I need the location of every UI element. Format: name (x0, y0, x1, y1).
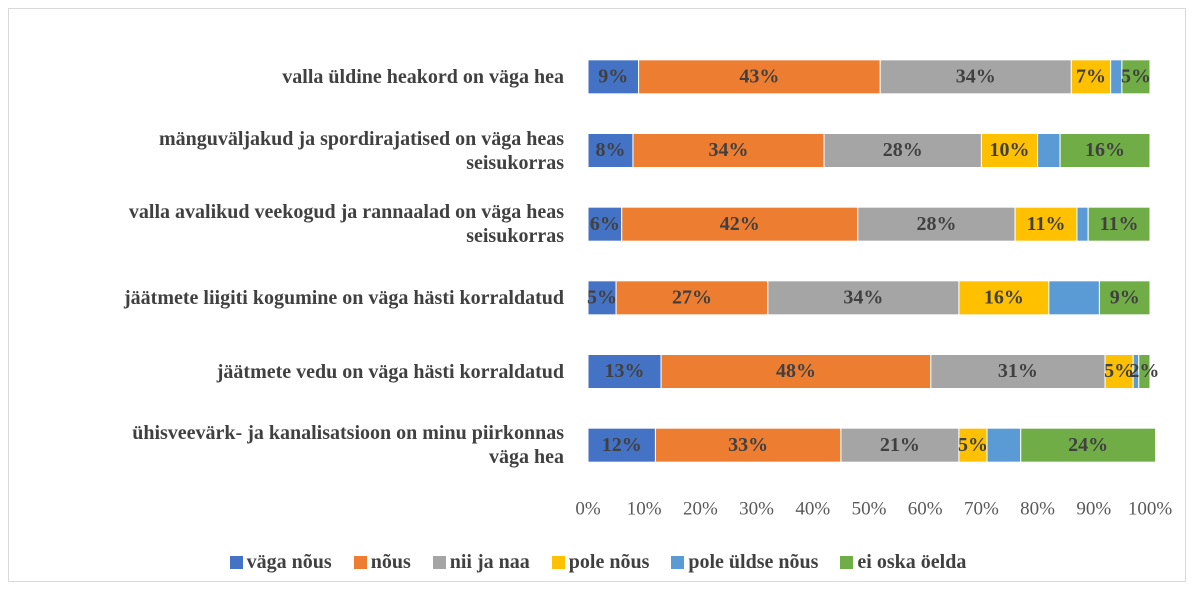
x-tick-label: 80% (1020, 498, 1055, 519)
data-label: 5% (1121, 65, 1151, 87)
data-label: 10% (990, 139, 1030, 161)
data-label: 11% (1100, 213, 1139, 235)
bar-segment (587, 133, 634, 168)
data-label: 28% (916, 213, 956, 235)
x-tick-label: 60% (908, 498, 943, 519)
x-tick-label: 40% (795, 498, 830, 519)
legend-item: pole nõus (551, 551, 650, 574)
legend-item: pole üldse nõus (671, 551, 818, 574)
data-label: 16% (984, 286, 1024, 308)
data-label: 27% (672, 286, 712, 308)
bar-segment (654, 427, 842, 463)
bar-segment (1138, 354, 1151, 389)
data-label: 9% (598, 65, 628, 87)
category-label: valla avalikud veekogud ja rannaalad on … (128, 201, 564, 248)
bar-segment (1014, 206, 1078, 242)
data-label: 7% (1076, 65, 1106, 87)
x-tick-label: 30% (739, 498, 774, 519)
category-label: mänguväljakud ja spordirajatised on väga… (158, 127, 564, 174)
data-label: 34% (956, 65, 996, 87)
data-label: 34% (709, 139, 749, 161)
legend-item: nõus (353, 551, 411, 574)
bar-segment (587, 427, 656, 463)
data-label: 31% (998, 360, 1038, 382)
bar-segment (1087, 206, 1151, 242)
bar-segment (1059, 133, 1151, 168)
data-label: 5% (587, 286, 617, 308)
legend-label: ei oska öelda (857, 551, 967, 573)
bar-segment (615, 280, 769, 316)
legend-label: nii ja naa (449, 551, 530, 573)
data-label: 11% (1027, 213, 1066, 235)
data-label: 13% (605, 360, 645, 382)
legend-swatch (353, 556, 367, 569)
bar-segment (587, 206, 623, 242)
data-label: 16% (1085, 139, 1125, 161)
bar-segment (958, 280, 1050, 316)
category-label: jäätmete liigiti kogumine on väga hästi … (124, 286, 565, 309)
legend-label: väga nõus (246, 551, 332, 573)
legend-item: väga nõus (229, 551, 332, 574)
bar-segment (1020, 427, 1157, 463)
data-label: 9% (1110, 286, 1140, 308)
data-label: 8% (595, 139, 625, 161)
bar-segment (1076, 206, 1089, 242)
legend-label: pole üldse nõus (688, 551, 819, 573)
legend-swatch (229, 556, 243, 569)
bar-segment (638, 59, 881, 95)
x-tick-label: 100% (1128, 498, 1173, 519)
legend-label: nõus (370, 551, 411, 573)
legend-swatch (432, 556, 446, 569)
data-label: 48% (776, 360, 816, 382)
legend-swatch (840, 556, 854, 569)
data-label: 24% (1068, 434, 1108, 456)
x-tick-label: 0% (575, 498, 601, 519)
data-label: 33% (728, 434, 768, 456)
bar-segment (587, 354, 662, 389)
x-tick-label: 10% (627, 498, 662, 519)
bar-segment (1121, 59, 1151, 95)
legend-label: pole nõus (568, 551, 650, 573)
chart-border (8, 8, 1186, 582)
x-tick-label: 70% (964, 498, 999, 519)
bar-segment (1098, 280, 1151, 316)
bar-segment (879, 59, 1072, 95)
bar-segment (986, 427, 1022, 463)
bar-segment (632, 133, 825, 168)
category-label: valla üldine heakord on väga hea (282, 65, 564, 88)
data-label: 42% (720, 213, 760, 235)
bar-segment (1037, 133, 1061, 168)
bar-segment (1070, 59, 1112, 95)
category-label: ühisveevärk- ja kanalisatsioon on minu p… (132, 422, 564, 469)
bar-segment (840, 427, 960, 463)
legend-swatch (551, 556, 565, 569)
legend-item: nii ja naa (432, 551, 530, 574)
data-label: 28% (883, 139, 923, 161)
data-label: 43% (739, 65, 779, 87)
data-label: 34% (843, 286, 883, 308)
data-label: 5% (958, 434, 988, 456)
legend: väga nõus nõus nii ja naa pole nõus pole üld… (0, 551, 1196, 574)
bar-segment (930, 354, 1106, 389)
x-tick-label: 20% (683, 498, 718, 519)
data-label: 5% (1104, 360, 1134, 382)
data-label: 6% (590, 213, 620, 235)
bar-segment (1048, 280, 1100, 316)
bar-segment (958, 427, 988, 463)
bar-segment (980, 133, 1039, 168)
data-label: 2% (1129, 360, 1159, 382)
category-label: jäätmete vedu on väga hästi korraldatud (216, 360, 564, 383)
x-tick-label: 90% (1076, 498, 1111, 519)
bar-segment (1104, 354, 1134, 389)
legend-item: ei oska öelda (840, 551, 966, 574)
data-label: 12% (602, 434, 642, 456)
x-tick-label: 50% (852, 498, 887, 519)
bar-segment (621, 206, 859, 242)
data-label: 21% (880, 434, 920, 456)
bar-segment (823, 133, 982, 168)
legend-swatch (671, 556, 685, 569)
bar-segment (857, 206, 1016, 242)
